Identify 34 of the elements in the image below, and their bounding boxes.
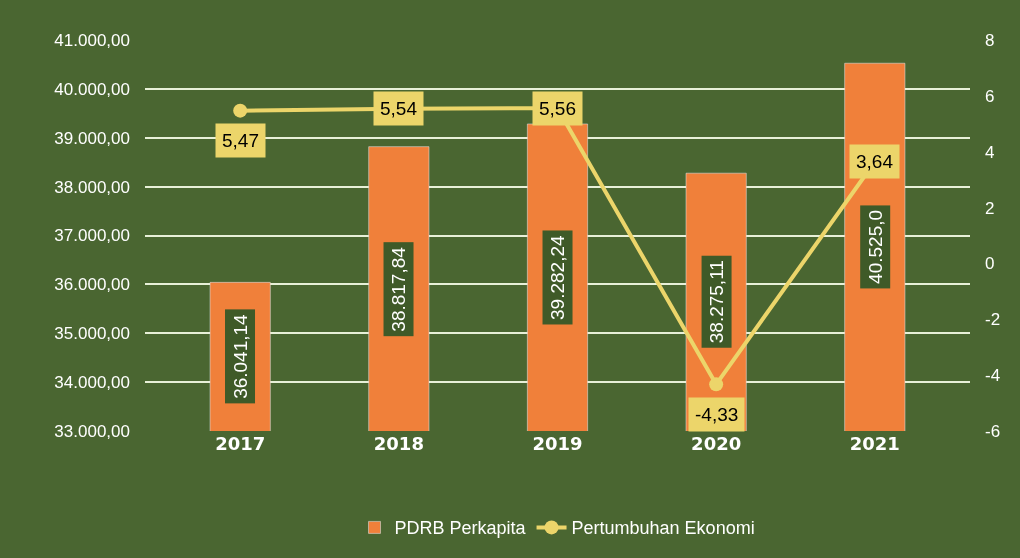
y2-tick-label: 0 [985, 254, 995, 274]
legend-label: PDRB Perkapita [394, 518, 527, 539]
x-tick-label: 2021 [849, 433, 900, 454]
data-label: 36.041,14 [229, 313, 251, 399]
data-label: -4,33 [695, 404, 739, 425]
y2-tick-label: -4 [985, 366, 1001, 386]
y-tick-label: 39.000,00 [54, 128, 130, 148]
x-tick-label: 2019 [532, 433, 583, 454]
data-label: 5,54 [380, 98, 418, 119]
x-tick-label: 2017 [215, 433, 266, 454]
y2-tick-label: 6 [985, 86, 995, 106]
y2-tick-label: 2 [985, 198, 995, 218]
data-label: 38.275,11 [706, 260, 728, 344]
y-tick-label: 38.000,00 [54, 177, 130, 197]
y-tick-label: 34.000,00 [54, 373, 130, 393]
x-tick-label: 2020 [691, 433, 742, 454]
data-label: 5,47 [222, 130, 259, 151]
x-tick-label: 2018 [373, 433, 424, 454]
y2-tick-label: -2 [985, 310, 1001, 330]
y-tick-label: 40.000,00 [54, 79, 130, 99]
y-tick-label: 37.000,00 [54, 226, 130, 246]
y2-tick-label: -6 [985, 421, 1001, 441]
y-tick-label: 36.000,00 [54, 275, 130, 295]
data-label: 38.817,84 [388, 246, 410, 332]
data-label: 40.525,0 [864, 209, 886, 284]
y-tick-label: 35.000,00 [54, 324, 130, 344]
y-tick-label: 33.000,00 [54, 421, 130, 441]
data-label: 39.282,24 [547, 235, 569, 320]
data-label: 3,64 [856, 151, 894, 172]
y2-tick-label: 4 [985, 142, 995, 162]
data-label: 5,56 [539, 98, 576, 119]
y2-tick-label: 8 [985, 30, 995, 50]
legend-label: Pertumbuhan Ekonomi [571, 518, 755, 539]
y-tick-label: 41.000,00 [54, 30, 130, 50]
